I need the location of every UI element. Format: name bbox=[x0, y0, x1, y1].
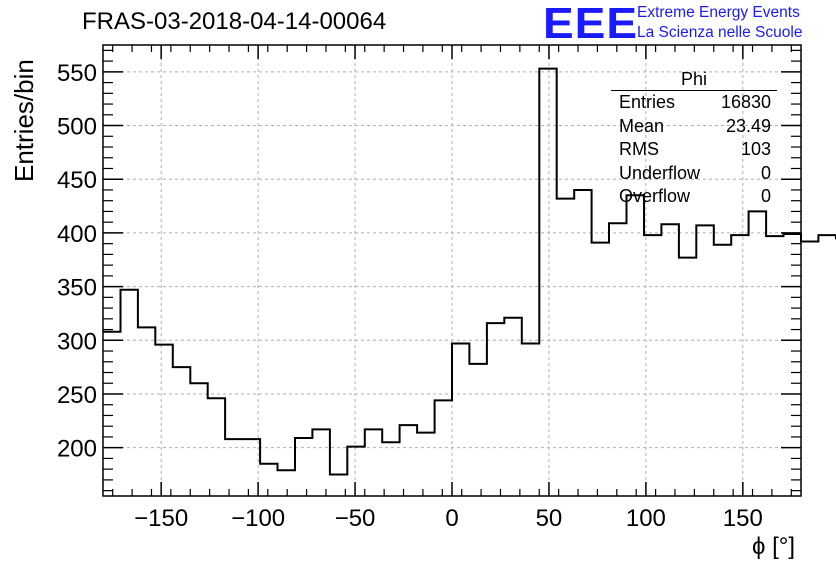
stats-row: Overflow 0 bbox=[611, 185, 777, 209]
stats-row: RMS 103 bbox=[611, 138, 777, 162]
eee-logo: EEE bbox=[543, 0, 639, 48]
y-tick-label: 300 bbox=[57, 328, 97, 355]
stats-row: Underflow 0 bbox=[611, 162, 777, 186]
stats-key: Entries bbox=[619, 92, 676, 112]
stats-title: Phi bbox=[611, 69, 777, 91]
x-tick-label: −100 bbox=[231, 505, 285, 532]
stats-value: 16830 bbox=[720, 92, 771, 112]
x-tick-label: 100 bbox=[626, 505, 666, 532]
logo-line-2: La Scienza nelle Scuole bbox=[637, 24, 803, 41]
stats-row: Mean 23.49 bbox=[611, 115, 777, 139]
stats-value: 103 bbox=[740, 139, 771, 159]
logo-line-1: Extreme Energy Events bbox=[637, 4, 800, 21]
x-tick-label: 50 bbox=[536, 505, 563, 532]
axis-ticks bbox=[103, 45, 801, 496]
chart-title: FRAS-03-2018-04-14-00064 bbox=[82, 8, 387, 35]
y-tick-label: 200 bbox=[57, 436, 97, 463]
x-tick-label: −50 bbox=[335, 505, 376, 532]
y-tick-label: 450 bbox=[57, 167, 97, 194]
x-tick-label: 0 bbox=[445, 505, 458, 532]
stats-value: 0 bbox=[760, 186, 771, 206]
stats-value: 23.49 bbox=[725, 115, 771, 136]
tick-labels: −150 −100 −50 0 50 100 150 200 250 300 350 400 450 50… bbox=[57, 60, 763, 532]
stats-key: Overflow bbox=[619, 186, 691, 206]
y-tick-label: 550 bbox=[57, 60, 97, 87]
x-tick-label: −150 bbox=[134, 505, 188, 532]
stats-key: Mean bbox=[619, 115, 665, 136]
y-tick-label: 350 bbox=[57, 275, 97, 302]
stats-value: 0 bbox=[760, 162, 771, 183]
y-axis-label: Entries/bin bbox=[9, 59, 39, 182]
x-axis-label: ϕ [°] bbox=[752, 533, 796, 560]
histogram-line bbox=[103, 67, 836, 476]
y-tick-label: 500 bbox=[57, 114, 97, 141]
y-tick-label: 400 bbox=[57, 221, 97, 248]
stats-key: Underflow bbox=[619, 162, 701, 183]
stats-row: Entries 16830 bbox=[611, 91, 777, 115]
x-tick-label: 150 bbox=[723, 505, 763, 532]
stats-key: RMS bbox=[619, 139, 659, 159]
y-tick-label: 250 bbox=[57, 382, 97, 409]
stats-box: Phi Entries 16830 Mean 23.49 RMS 103 Und… bbox=[611, 69, 777, 209]
